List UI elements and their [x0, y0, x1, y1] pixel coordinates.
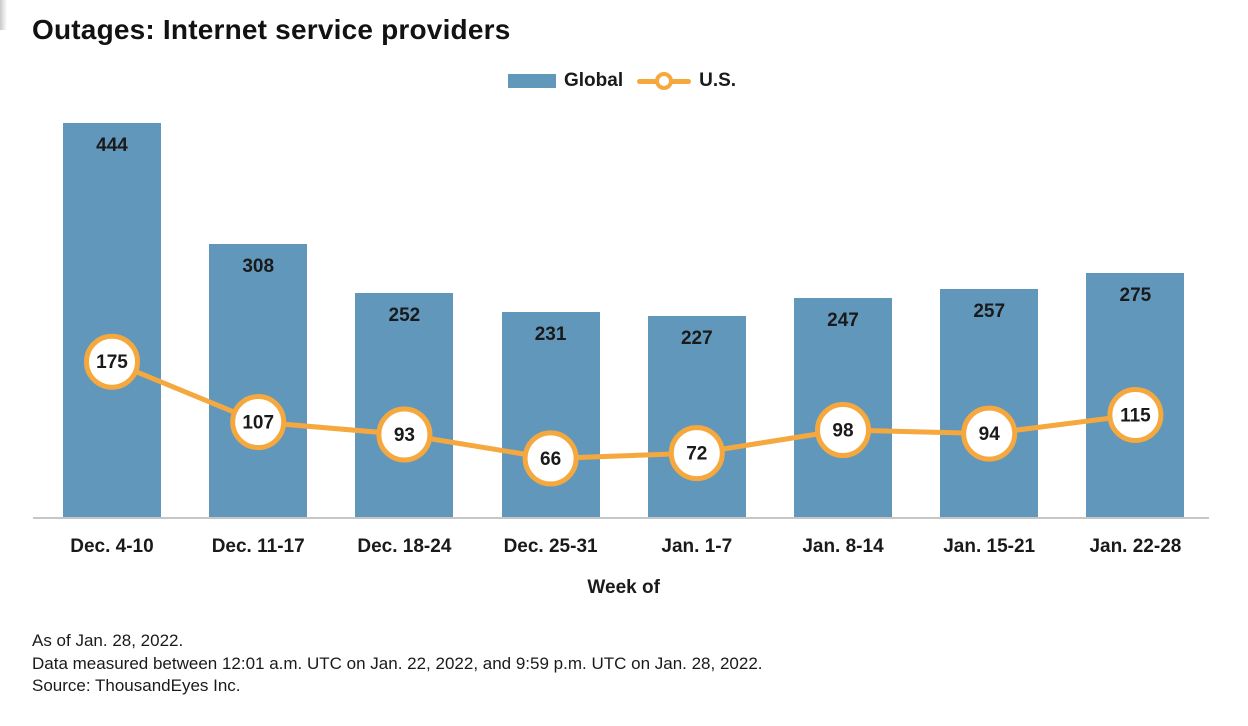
bar-value-label: 231 [534, 324, 567, 345]
x-tick-label: Dec. 18-24 [357, 536, 452, 557]
global-bar [63, 123, 161, 517]
footer-source: Source: ThousandEyes Inc. [32, 676, 241, 695]
screen-edge-artifact [0, 0, 7, 30]
us-marker-icon [655, 72, 674, 90]
x-tick-label: Jan. 15-21 [943, 536, 1036, 557]
chart-title: Outages: Internet service providers [32, 14, 511, 45]
footer-notes: As of Jan. 28, 2022. Data measured betwe… [32, 630, 763, 698]
x-tick-label: Dec. 11-17 [211, 536, 305, 557]
legend-label-us: U.S. [699, 70, 737, 91]
bar-value-label: 257 [973, 300, 1006, 322]
x-tick-label: Dec. 25-31 [503, 536, 598, 557]
bar-value-label: 252 [388, 305, 421, 327]
footer-asof: As of Jan. 28, 2022. [32, 631, 184, 650]
us-line-marker-icon [637, 71, 692, 91]
x-tick-label: Jan. 22-28 [1089, 536, 1182, 557]
x-axis-line [33, 517, 1209, 519]
footer-measurement: Data measured between 12:01 a.m. UTC on … [32, 653, 763, 673]
bar-value-label: 227 [680, 327, 713, 349]
x-tick-label: Jan. 1-7 [661, 536, 733, 557]
global-bar [1086, 272, 1185, 517]
legend-label-global: Global [564, 70, 624, 91]
legend: Global U.S. [508, 66, 736, 96]
legend-item-global: Global [508, 70, 623, 92]
x-tick-label: Jan. 8-14 [802, 536, 884, 557]
global-bar [209, 243, 308, 517]
x-axis-title: Week of [587, 577, 660, 598]
global-bar [940, 288, 1039, 517]
bar-value-label: 275 [1119, 284, 1152, 306]
bar-value-label: 444 [96, 135, 128, 156]
x-tick-label: Dec. 4-10 [70, 536, 154, 557]
bar-value-label: 308 [242, 255, 275, 277]
legend-item-us: U.S. [637, 70, 736, 92]
bar-value-label: 247 [827, 309, 859, 331]
global-swatch-icon [508, 74, 556, 88]
